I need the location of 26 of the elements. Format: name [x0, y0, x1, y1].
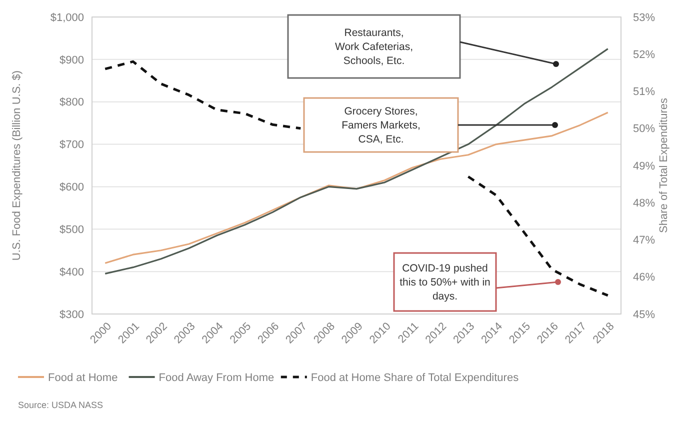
y-tick-label: $500	[60, 224, 84, 236]
y-tick-label: $1,000	[50, 12, 84, 24]
y2-tick-label: 47%	[633, 234, 656, 247]
y2-tick-label: 52%	[633, 48, 656, 61]
y2-tick-label: 51%	[633, 86, 656, 98]
y-tick-label: $900	[60, 54, 84, 66]
annotation: Grocery Stores, Famers Markets, CSA, Etc.	[342, 106, 420, 146]
y2-tick-label: 46%	[633, 272, 656, 284]
legend-label: Food at Home Share of Total Expenditures	[310, 372, 520, 384]
legend-label: Food Away From Home	[158, 372, 274, 384]
y2-tick-label: 45%	[633, 308, 656, 321]
annotation: Restaurants, Work Cafeterias, Schools, Etc.	[335, 27, 413, 68]
y-tick-label: $800	[60, 96, 84, 109]
y-tick-label: $600	[60, 182, 84, 194]
y2-tick-label: 48%	[633, 197, 656, 210]
y2-tick-label: 53%	[633, 12, 656, 24]
source-note: Source: USDA NASS	[18, 400, 104, 410]
y2-tick-label: 50%	[633, 123, 656, 136]
y-tick-label: $300	[60, 308, 84, 321]
y-tick-label: $400	[60, 266, 84, 278]
y-tick-label: $700	[60, 139, 84, 152]
legend-label: Food at Home	[48, 372, 118, 384]
y2-axis-title: Share of Total Expenditures	[658, 98, 670, 233]
y-axis-title: U.S. Food Expenditures (Billion U.S. $)	[11, 70, 23, 261]
y2-tick-label: 49%	[633, 160, 656, 172]
annotation: COVID-19 pushed this to 50%+ with in days.	[400, 262, 491, 303]
